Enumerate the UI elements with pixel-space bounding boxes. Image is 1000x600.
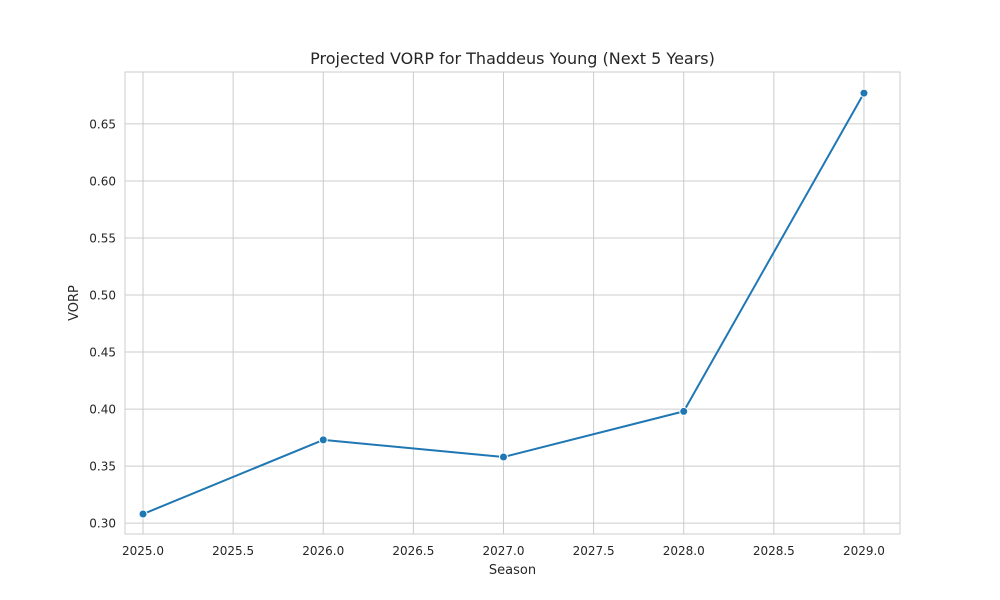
y-tick-label: 0.60 (89, 174, 116, 188)
chart-title: Projected VORP for Thaddeus Young (Next … (310, 49, 715, 68)
data-point (859, 88, 869, 98)
y-tick-label: 0.55 (89, 231, 116, 245)
y-tick-label: 0.45 (89, 346, 116, 360)
y-axis-label: VORP (67, 285, 82, 321)
y-tick-label: 0.35 (89, 460, 116, 474)
series-layer (138, 88, 869, 519)
x-tick-label: 2026.0 (302, 544, 344, 558)
x-gridlines (142, 72, 865, 534)
y-tick-label: 0.65 (89, 117, 116, 131)
plot-area-frame (124, 71, 901, 535)
x-tick-label: 2028.5 (753, 544, 795, 558)
y-tick-labels: 0.30 0.35 0.40 0.45 0.50 0.55 0.60 0.65 (89, 117, 116, 530)
data-point (318, 435, 328, 445)
x-axis-label: Season (489, 563, 536, 578)
x-tick-label: 2027.5 (573, 544, 615, 558)
data-point (138, 509, 148, 519)
data-point (498, 452, 508, 462)
y-tick-label: 0.30 (89, 517, 116, 531)
y-tick-label: 0.50 (89, 289, 116, 303)
y-gridlines (125, 123, 900, 524)
x-tick-label: 2025.5 (212, 544, 254, 558)
y-tick-label: 0.40 (89, 403, 116, 417)
x-tick-label: 2026.5 (392, 544, 434, 558)
x-tick-label: 2027.0 (482, 544, 524, 558)
x-tick-label: 2028.0 (663, 544, 705, 558)
x-tick-label: 2025.0 (122, 544, 164, 558)
data-point (679, 406, 689, 416)
x-tick-labels: 2025.0 2025.5 2026.0 2026.5 2027.0 2027.5 2028… (122, 544, 885, 558)
x-tick-label: 2029.0 (843, 544, 885, 558)
